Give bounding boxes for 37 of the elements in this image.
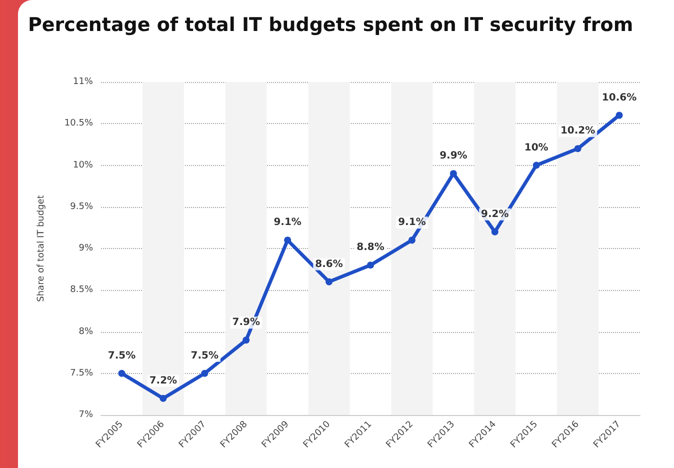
point <box>242 336 250 344</box>
data-label: 7.5% <box>108 350 136 362</box>
data-label: 9.1% <box>274 217 302 228</box>
data-label: 8.8% <box>356 242 384 254</box>
y-tick-label: 8% <box>78 326 94 337</box>
point <box>450 170 457 178</box>
y-tick-label: 9% <box>78 244 94 254</box>
data-label: 8.6% <box>315 258 343 270</box>
point <box>284 236 292 244</box>
point <box>408 236 416 244</box>
point <box>201 370 208 377</box>
data-label: 9.2% <box>481 208 509 220</box>
point <box>574 145 582 152</box>
y-tick-label: 11% <box>72 77 94 87</box>
data-label: 7.5% <box>190 350 219 362</box>
y-tick-label: 9.5% <box>70 202 94 212</box>
point <box>160 394 167 402</box>
y-tick-label: 7.5% <box>70 368 94 378</box>
y-tick-label: 8.5% <box>70 285 94 296</box>
data-label: 7.2% <box>149 375 178 386</box>
data-label: 10.2% <box>560 126 596 137</box>
point <box>367 262 374 269</box>
data-label: 9.9% <box>440 150 468 162</box>
data-label: 10.6% <box>602 92 637 104</box>
y-tick-label: 7% <box>78 410 94 420</box>
data-label: 7.9% <box>232 317 260 328</box>
point <box>326 278 333 286</box>
chart-title: Percentage of total IT budgets spent on IT security from <box>28 14 634 36</box>
y-tick-label: 10.5% <box>64 118 94 129</box>
data-label: 10% <box>524 142 548 154</box>
point <box>616 112 623 119</box>
point <box>118 370 126 377</box>
y-tick-label: 10% <box>72 160 94 170</box>
point <box>491 228 498 236</box>
data-label: 9.1% <box>398 217 426 228</box>
point <box>532 162 540 169</box>
y-axis-title: Share of total IT budget <box>36 194 46 302</box>
